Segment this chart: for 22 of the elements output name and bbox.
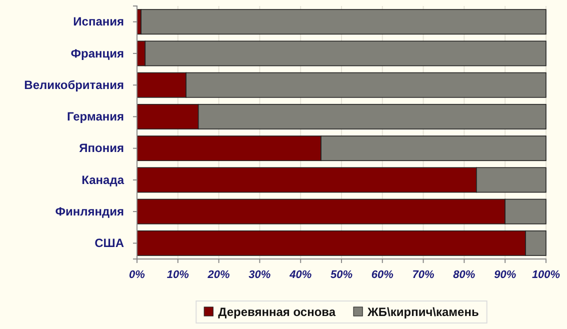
x-tick-label: 0% bbox=[129, 269, 146, 282]
y-tick-label: Франция bbox=[70, 46, 124, 60]
x-tick-label: 30% bbox=[248, 269, 271, 282]
x-tick-label: 40% bbox=[288, 269, 312, 282]
x-tick-label: 20% bbox=[206, 269, 230, 282]
x-tick-label: 50% bbox=[330, 269, 353, 282]
x-tick-label: 70% bbox=[412, 269, 435, 282]
legend-label: ЖБ\кирпич\камень bbox=[366, 305, 479, 319]
y-tick-label: Великобритания bbox=[24, 78, 124, 92]
y-tick-label: Финляндия bbox=[55, 204, 124, 218]
x-tick-label: 80% bbox=[453, 269, 476, 282]
x-tick-label: 90% bbox=[494, 269, 516, 282]
y-tick-label: Германия bbox=[66, 110, 124, 124]
y-tick-label: США bbox=[94, 236, 124, 250]
x-tick-label: 10% bbox=[166, 269, 190, 282]
y-tick-label: Канада bbox=[82, 172, 124, 187]
legend-label: Деревянная основа bbox=[218, 305, 336, 319]
x-tick-label: 60% bbox=[371, 269, 394, 282]
y-tick-label: Япония bbox=[79, 141, 124, 156]
y-tick-label: Испания bbox=[73, 14, 124, 29]
bar bbox=[140, 9, 546, 35]
x-tick-label: 100% bbox=[532, 269, 560, 282]
